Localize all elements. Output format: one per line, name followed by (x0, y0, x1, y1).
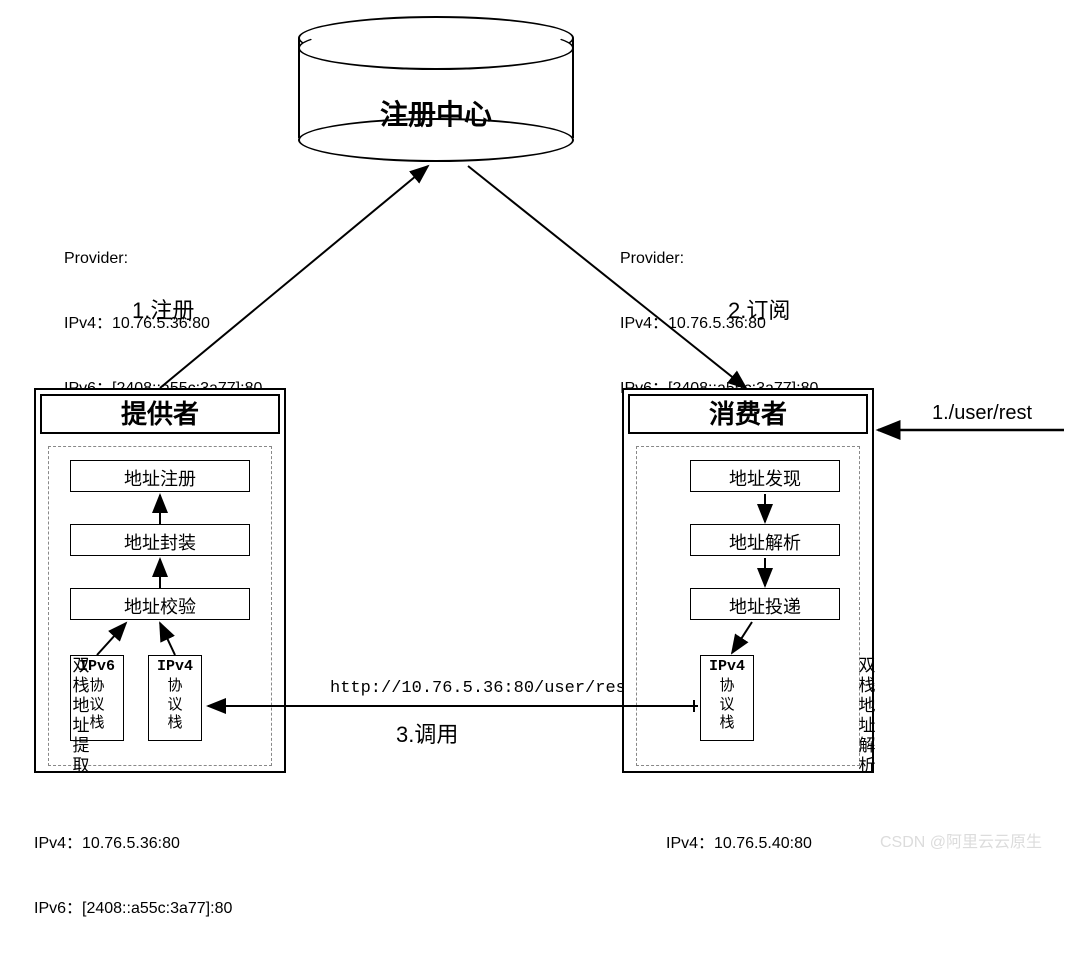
text-line: IPv4：10.76.5.40:80 (666, 833, 812, 855)
stack-line: 议 (149, 696, 201, 715)
step-register: 1.注册 (132, 296, 194, 326)
provider-title: 提供者 (40, 397, 280, 432)
text-line: IPv4：10.76.5.36:80 (34, 833, 232, 855)
provider-footer: IPv4：10.76.5.36:80 IPv6：[2408::a55c:3a77… (34, 790, 232, 963)
consumer-side-label: 双栈地址解析 (836, 636, 854, 800)
consumer-title: 消费者 (628, 397, 868, 432)
consumer-stack-ipv4: IPv4 协 议 栈 (700, 655, 754, 741)
stack-line: IPv4 (701, 658, 753, 677)
watermark: CSDN @阿里云云原生 (880, 828, 1042, 852)
module-label: 地址注册 (124, 469, 196, 489)
module-label: 地址解析 (729, 533, 801, 553)
module-label: 地址投递 (729, 597, 801, 617)
provider-module-2: 地址校验 (70, 588, 250, 620)
stack-line: 协 (701, 677, 753, 696)
stack-line: 栈 (701, 714, 753, 733)
module-label: 地址发现 (729, 469, 801, 489)
provider-side-label: 双栈地址提取 (50, 636, 68, 800)
registry-cylinder-top2 (298, 26, 574, 70)
provider-stack-ipv4: IPv4 协 议 栈 (148, 655, 202, 741)
step-user-rest: 1./user/rest (932, 400, 1032, 427)
vtext-content: 双栈地址提取 (69, 656, 89, 776)
stack-line: IPv4 (149, 658, 201, 677)
vtext-content: 双栈地址解析 (855, 656, 875, 776)
step-invoke: 3.调用 (396, 720, 458, 750)
provider-module-0: 地址注册 (70, 460, 250, 492)
consumer-module-0: 地址发现 (690, 460, 840, 492)
module-label: 地址封装 (124, 533, 196, 553)
stack-line: 议 (701, 696, 753, 715)
registry-title: 注册中心 (298, 96, 574, 134)
stack-line: 栈 (149, 714, 201, 733)
text-line: Provider: (620, 248, 818, 270)
text-line: Provider: (64, 248, 262, 270)
consumer-footer: IPv4：10.76.5.40:80 (666, 790, 812, 898)
step-subscribe: 2.订阅 (728, 296, 790, 326)
diagram-stage: 注册中心 Provider: IPv4：10.76.5.36:80 IPv6：[… (0, 0, 1080, 853)
module-label: 地址校验 (124, 597, 196, 617)
http-url: http://10.76.5.36:80/user/rest (330, 678, 636, 701)
stack-line: 协 (149, 677, 201, 696)
consumer-module-1: 地址解析 (690, 524, 840, 556)
text-line: IPv6：[2408::a55c:3a77]:80 (34, 898, 232, 920)
consumer-module-2: 地址投递 (690, 588, 840, 620)
provider-module-1: 地址封装 (70, 524, 250, 556)
